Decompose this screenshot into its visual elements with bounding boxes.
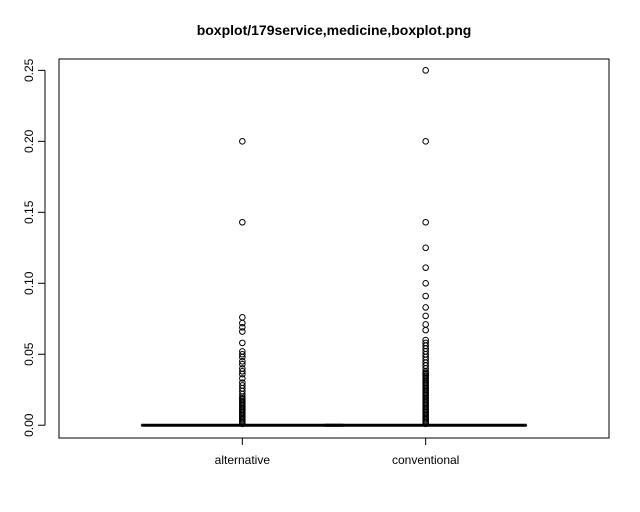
- outlier-point: [239, 348, 246, 355]
- outlier-point: [239, 350, 246, 358]
- outlier-point: [422, 304, 429, 311]
- outlier-point: [239, 339, 246, 347]
- outlier-point: [239, 138, 246, 145]
- outlier-point: [239, 314, 246, 321]
- y-tick-label: 0.00: [22, 413, 36, 437]
- outlier-point: [422, 244, 429, 252]
- outlier-point: [422, 336, 429, 344]
- plot-frame: [58, 58, 610, 439]
- outlier-point: [239, 365, 246, 372]
- outlier-point: [239, 367, 246, 375]
- outlier-point: [239, 218, 246, 226]
- outlier-point: [239, 382, 246, 389]
- outlier-point: [422, 326, 429, 334]
- outlier-point: [239, 328, 246, 335]
- outlier-point: [422, 321, 429, 328]
- outlier-point: [422, 138, 429, 145]
- outlier-point: [239, 375, 246, 382]
- y-tick-label: 0.20: [22, 129, 36, 153]
- boxes: [140, 67, 528, 428]
- outlier-point: [422, 339, 429, 347]
- outlier-point: [239, 379, 246, 386]
- x-tick-label: alternative: [215, 453, 271, 467]
- outlier-point: [239, 323, 246, 331]
- outlier-point: [422, 279, 429, 287]
- y-tick-label: 0.10: [22, 271, 36, 295]
- outlier-point: [422, 264, 429, 271]
- y-tick-label: 0.15: [22, 200, 36, 224]
- box-alternative: [140, 138, 344, 428]
- y-tick-label: 0.05: [22, 342, 36, 366]
- x-axis: alternative conventional: [215, 437, 459, 467]
- box-conventional: [324, 67, 528, 428]
- outlier-point: [422, 67, 429, 74]
- outlier-point: [422, 292, 429, 300]
- outlier-point: [422, 218, 429, 226]
- x-tick-label: conventional: [392, 453, 459, 467]
- outlier-point: [239, 358, 246, 365]
- y-axis: 0.00 0.05 0.10 0.15 0.20 0.25: [22, 58, 46, 437]
- y-tick-label: 0.25: [22, 58, 36, 82]
- outlier-point: [239, 319, 246, 327]
- outlier-point: [422, 312, 429, 320]
- chart-title: boxplot/179service,medicine,boxplot.png: [197, 22, 472, 38]
- outlier-point: [239, 360, 246, 368]
